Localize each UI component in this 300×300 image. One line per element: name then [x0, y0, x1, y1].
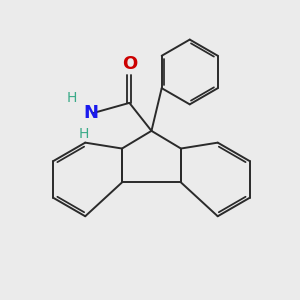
Text: N: N	[84, 104, 99, 122]
Text: H: H	[79, 127, 89, 141]
Text: O: O	[122, 55, 137, 73]
Text: H: H	[67, 92, 77, 106]
